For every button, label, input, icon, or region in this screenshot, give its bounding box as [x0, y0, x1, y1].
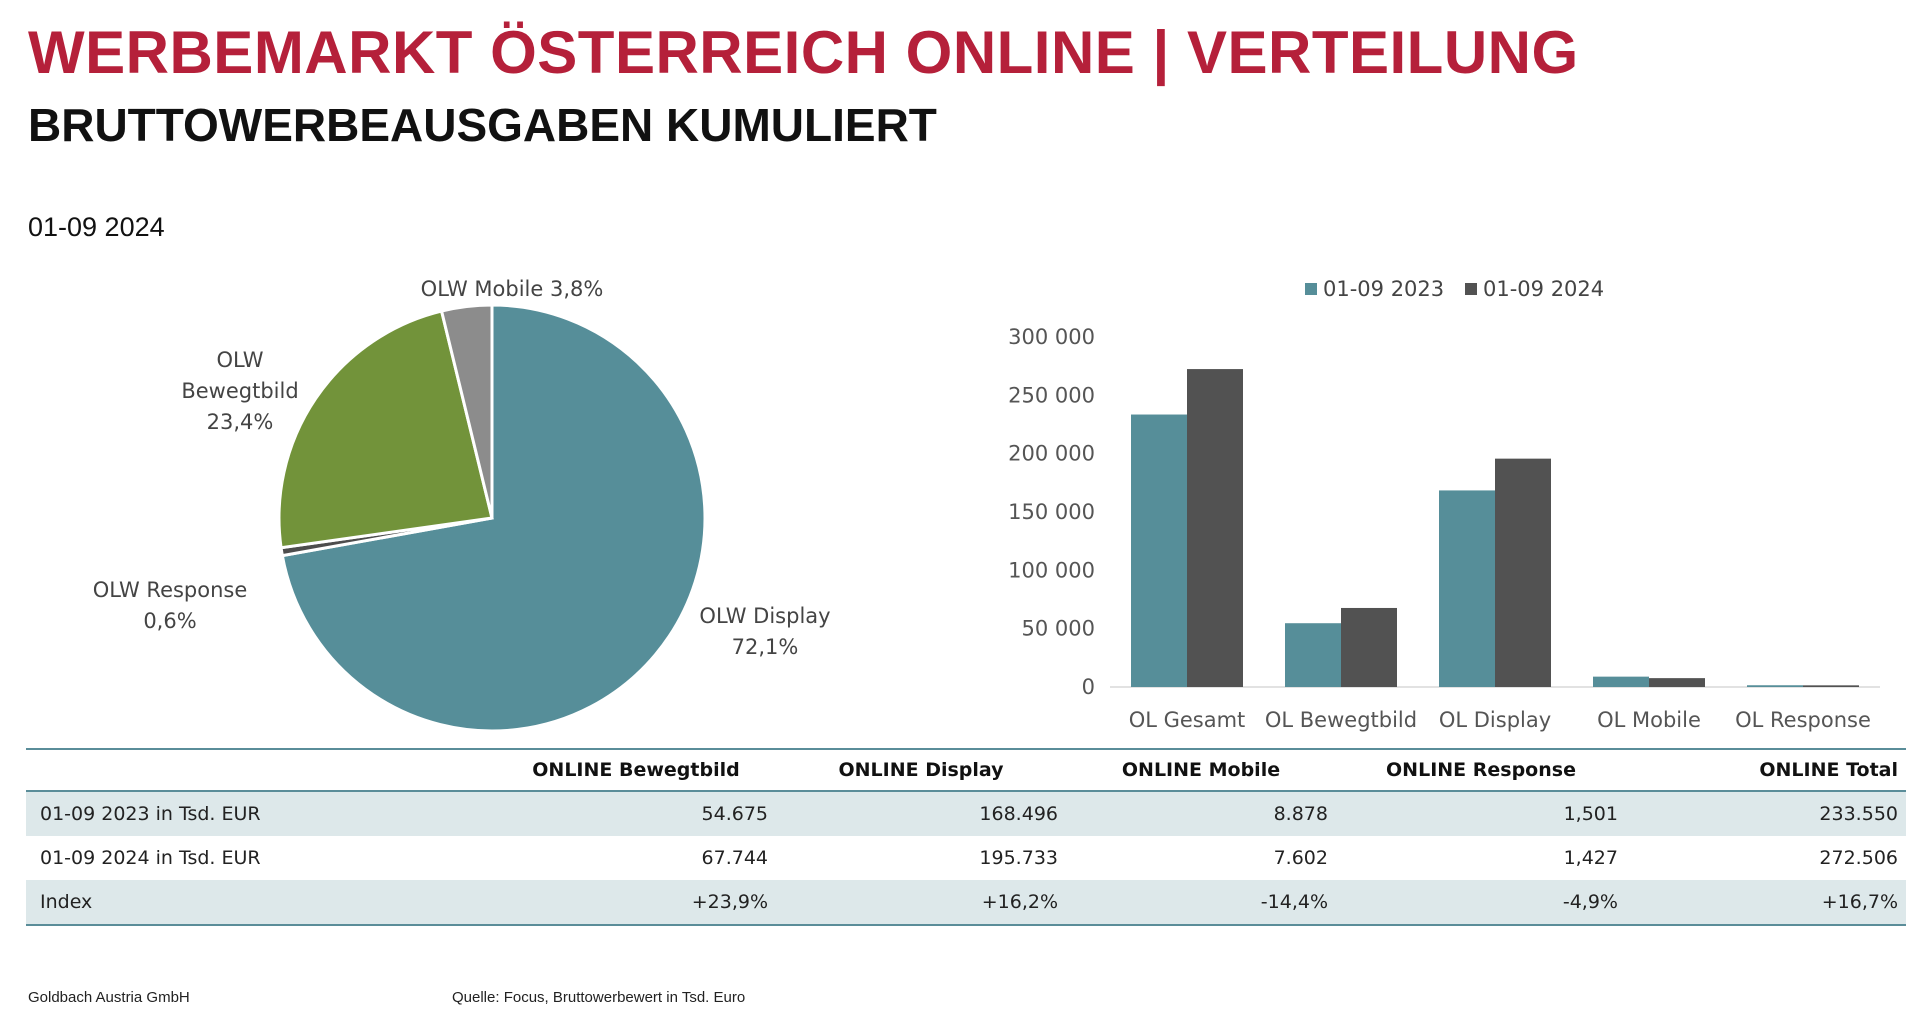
pie-slice-mobile: [439, 303, 494, 519]
y-tick-label: 150 000: [1008, 500, 1095, 524]
bar-2024-ol-response: [1803, 685, 1859, 687]
legend-label-1: 01-09 2024: [1483, 277, 1604, 301]
bar-2024-ol-mobile: [1649, 678, 1705, 687]
table-row: 01-09 2023 in Tsd. EUR 54.675 168.496 8.…: [26, 791, 1906, 836]
table-cell: 8.878: [1066, 791, 1336, 836]
y-tick-label: 100 000: [1008, 558, 1095, 582]
y-tick-label: 50 000: [1022, 617, 1095, 641]
x-category-label: OL Display: [1439, 708, 1551, 732]
pie-slice-display: [280, 303, 707, 733]
page-subtitle: BRUTTOWERBEAUSGABEN KUMULIERT: [28, 99, 937, 151]
pie-label-bewegtbild: OLW Bewegtbild 23,4%: [181, 348, 298, 434]
bar-2023-ol-gesamt: [1131, 414, 1187, 687]
bar-chart: 01-09 2023 01-09 2024 0 50 000 100 000 150 0…: [1008, 277, 1880, 732]
table-cell: 168.496: [776, 791, 1066, 836]
table-cell: 67.744: [701, 847, 768, 869]
data-table: ONLINE Bewegtbild ONLINE Display ONLINE …: [26, 748, 1906, 926]
footer-company: Goldbach Austria GmbH: [28, 989, 190, 1006]
bar-2023-ol-bewegtbild: [1285, 623, 1341, 687]
row-label: 01-09 2024 in Tsd. EUR: [40, 847, 261, 869]
y-tick-label: 0: [1082, 675, 1095, 699]
table-row: 01-09 2024 in Tsd. EUR 67.744 195.733 7.…: [26, 836, 1906, 880]
bar-2024-ol-display: [1495, 458, 1551, 687]
pie-label-display: OLW Display 72,1%: [699, 604, 830, 659]
table-cell: 233.550: [1626, 791, 1906, 836]
table-header-total: ONLINE Total: [1626, 749, 1906, 792]
table-cell: 7.602: [1273, 847, 1328, 869]
y-tick-label: 250 000: [1008, 383, 1095, 407]
period-label: 01-09 2024: [28, 212, 165, 242]
footer-source: Quelle: Focus, Bruttowerbewert in Tsd. E…: [452, 989, 746, 1006]
table-cell: +16,7%: [1626, 880, 1906, 926]
bar-2023-ol-display: [1439, 490, 1495, 687]
x-category-label: OL Bewegtbild: [1265, 708, 1417, 732]
table-header-bewegtbild: ONLINE Bewegtbild: [496, 749, 776, 792]
legend-swatch-1: [1465, 283, 1477, 295]
pie-label-mobile: OLW Mobile 3,8%: [421, 277, 604, 301]
x-category-label: OL Gesamt: [1129, 708, 1246, 732]
table-header-display: ONLINE Display: [776, 749, 1066, 792]
page-title: WERBEMARKT ÖSTERREICH ONLINE | VERTEILUN…: [28, 19, 1579, 86]
bar-2023-ol-mobile: [1593, 676, 1649, 687]
row-label: Index: [26, 880, 496, 926]
pie-chart: OLW Display 72,1% OLW Response 0,6% OLW Beweg…: [93, 277, 831, 733]
legend-swatch-0: [1305, 283, 1317, 295]
table-cell: +23,9%: [496, 880, 776, 926]
table-cell: 195.733: [979, 847, 1058, 869]
table-header-empty: [26, 749, 496, 792]
table-cell: +16,2%: [776, 880, 1066, 926]
pie-slice-bewegtbild: [277, 309, 494, 550]
table-header-row: ONLINE Bewegtbild ONLINE Display ONLINE …: [26, 749, 1906, 792]
table-cell: -4,9%: [1336, 880, 1626, 926]
pie-label-response: OLW Response 0,6%: [93, 578, 248, 633]
bar-2024-ol-bewegtbild: [1341, 607, 1397, 687]
table-cell: 54.675: [496, 791, 776, 836]
table-cell: -14,4%: [1066, 880, 1336, 926]
bar-2024-ol-gesamt: [1187, 369, 1243, 687]
table-cell: 272.506: [1819, 847, 1898, 869]
table-header-mobile: ONLINE Mobile: [1066, 749, 1336, 792]
y-tick-label: 300 000: [1008, 325, 1095, 349]
table-cell: 1,427: [1563, 847, 1618, 869]
x-category-label: OL Mobile: [1597, 708, 1701, 732]
legend-label-0: 01-09 2023: [1323, 277, 1444, 301]
table-header-response: ONLINE Response: [1336, 749, 1626, 792]
table-cell: 1,501: [1336, 791, 1626, 836]
x-category-label: OL Response: [1735, 708, 1871, 732]
bar-2023-ol-response: [1747, 685, 1803, 687]
table-row: Index +23,9% +16,2% -14,4% -4,9% +16,7%: [26, 880, 1906, 926]
row-label: 01-09 2023 in Tsd. EUR: [26, 791, 496, 836]
y-tick-label: 200 000: [1008, 442, 1095, 466]
